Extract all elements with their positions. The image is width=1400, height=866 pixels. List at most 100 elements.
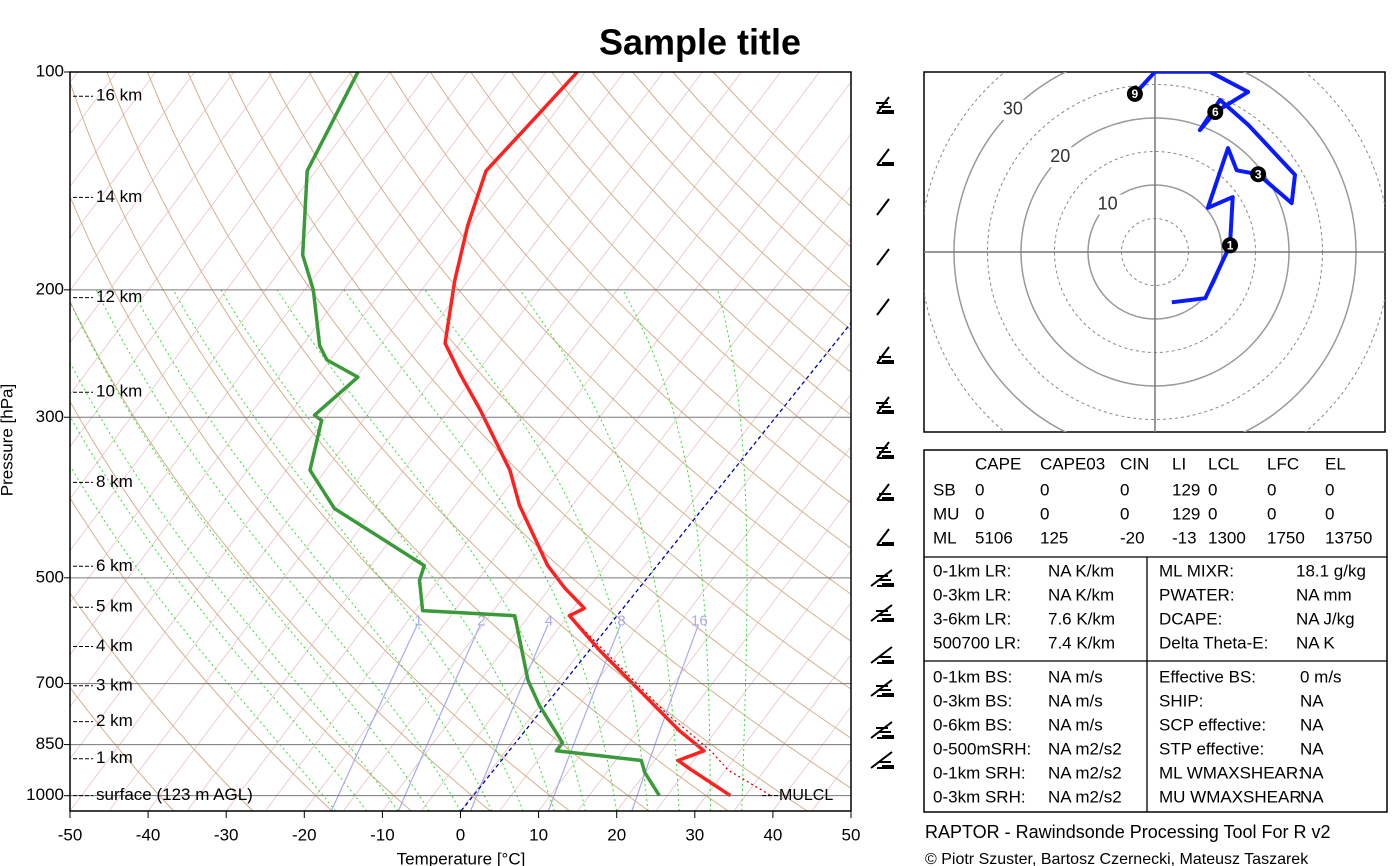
table-header: LI [1172, 454, 1186, 473]
param-value: NA m2/s2 [1048, 787, 1122, 806]
mixing-ratio-label: 16 [691, 612, 708, 629]
param-label: 0-1km SRH: [933, 763, 1026, 782]
hodo-marker-label: 1 [1227, 238, 1234, 252]
barb-staff [870, 721, 893, 739]
dry-adiabat [551, 72, 851, 373]
isotherm [70, 72, 508, 656]
row-label: SB [933, 480, 956, 499]
table-cell: 0 [1120, 480, 1129, 499]
dry-adiabat [70, 195, 571, 811]
isotherm [225, 72, 781, 811]
hodo-ring-label-bg [997, 99, 1028, 120]
table-cell: 0 [1325, 480, 1334, 499]
hodo-marker-label: 6 [1212, 105, 1219, 119]
isotherm [70, 72, 391, 500]
barb-staff [870, 679, 893, 697]
moist-adiabat [70, 361, 399, 811]
param-value: NA m/s [1048, 667, 1103, 686]
dry-adiabat [70, 300, 491, 811]
mixing-ratio-line [547, 624, 622, 811]
param-label: Effective BS: [1159, 667, 1256, 686]
moist-adiabat [220, 289, 555, 811]
profile-line [443, 72, 732, 798]
height-label: 6 km [96, 556, 133, 575]
param-value: 18.1 g/kg [1296, 561, 1366, 580]
dry-adiabat [308, 72, 851, 642]
isotherm [421, 237, 851, 811]
param-label: MU WMAXSHEAR [1159, 787, 1302, 806]
dry-adiabat [389, 72, 851, 549]
isotherm [70, 72, 313, 396]
y-tick-label: 200 [36, 279, 64, 298]
footer-credit: © Piotr Szuster, Bartosz Czernecki, Mate… [925, 851, 1309, 866]
param-label: 0-1km LR: [933, 561, 1011, 580]
param-value: 0 m/s [1300, 667, 1342, 686]
x-axis-label: Temperature [°C] [397, 849, 526, 866]
x-tick-label: -10 [370, 825, 395, 844]
moist-adiabat [622, 289, 711, 811]
y-tick-label: 700 [36, 673, 64, 692]
moist-adiabat [70, 301, 430, 811]
barb-staff [876, 96, 890, 114]
param-value: 7.6 K/km [1048, 609, 1115, 628]
dry-adiabat [429, 72, 851, 504]
mixing-ratio-label: 4 [545, 612, 553, 629]
table-header: EL [1325, 454, 1346, 473]
isotherm [655, 550, 851, 811]
param-value: NA [1300, 715, 1324, 734]
isotherm [70, 72, 469, 604]
table-header: LCL [1208, 454, 1239, 473]
param-value: NA [1300, 739, 1324, 758]
isotherm [733, 654, 851, 811]
plot-frame [69, 71, 852, 812]
y-tick-label: 1000 [26, 785, 64, 804]
dry-adiabat [70, 80, 650, 811]
table-cell: 0 [1267, 480, 1276, 499]
table-cell: -20 [1120, 528, 1145, 547]
param-label: ML MIXR: [1159, 561, 1234, 580]
table-cell: 0 [975, 504, 984, 523]
param-value: NA m/s [1048, 691, 1103, 710]
isotherm [460, 289, 851, 811]
table-cell: 13750 [1325, 528, 1372, 547]
height-label: 12 km [96, 287, 142, 306]
isotherm [70, 72, 586, 760]
table-cell: 5106 [975, 528, 1013, 547]
hodo-marker [1126, 85, 1143, 102]
isotherm [186, 72, 742, 811]
isotherm [70, 72, 547, 708]
chart-title: Sample title [599, 22, 801, 63]
isotherm [499, 341, 851, 811]
param-label: STP effective: [1159, 739, 1264, 758]
mixing-ratio-label: 2 [477, 612, 485, 629]
moist-adiabat [519, 289, 680, 811]
hodo-line [1133, 72, 1297, 305]
lcl-label: MULCL [779, 787, 833, 804]
y-tick-label: 300 [36, 407, 64, 426]
x-tick-label: 40 [763, 825, 782, 844]
moist-adiabat [131, 289, 493, 811]
profile-line [300, 72, 661, 797]
table-cell: 129 [1172, 504, 1200, 523]
dry-adiabat [70, 686, 175, 811]
barb-staff [876, 528, 890, 546]
barb-staff [870, 646, 893, 664]
param-label: 500700 LR: [933, 633, 1021, 652]
dry-adiabat [106, 72, 729, 811]
mixing-ratio-line [631, 624, 700, 811]
table-cell: 0 [1208, 480, 1217, 499]
height-label: 10 km [96, 382, 142, 401]
x-tick-label: 0 [456, 825, 465, 844]
param-value: 7.4 K/km [1048, 633, 1115, 652]
wind-barbs [870, 96, 894, 769]
barb-staff [876, 396, 890, 414]
height-label: 4 km [96, 636, 133, 655]
dry-adiabat [70, 592, 254, 811]
table-cell: 0 [1120, 504, 1129, 523]
dry-adiabat [510, 72, 851, 416]
isotherm [264, 72, 820, 811]
height-label: surface (123 m AGL) [96, 785, 253, 804]
barb-staff [876, 483, 890, 501]
